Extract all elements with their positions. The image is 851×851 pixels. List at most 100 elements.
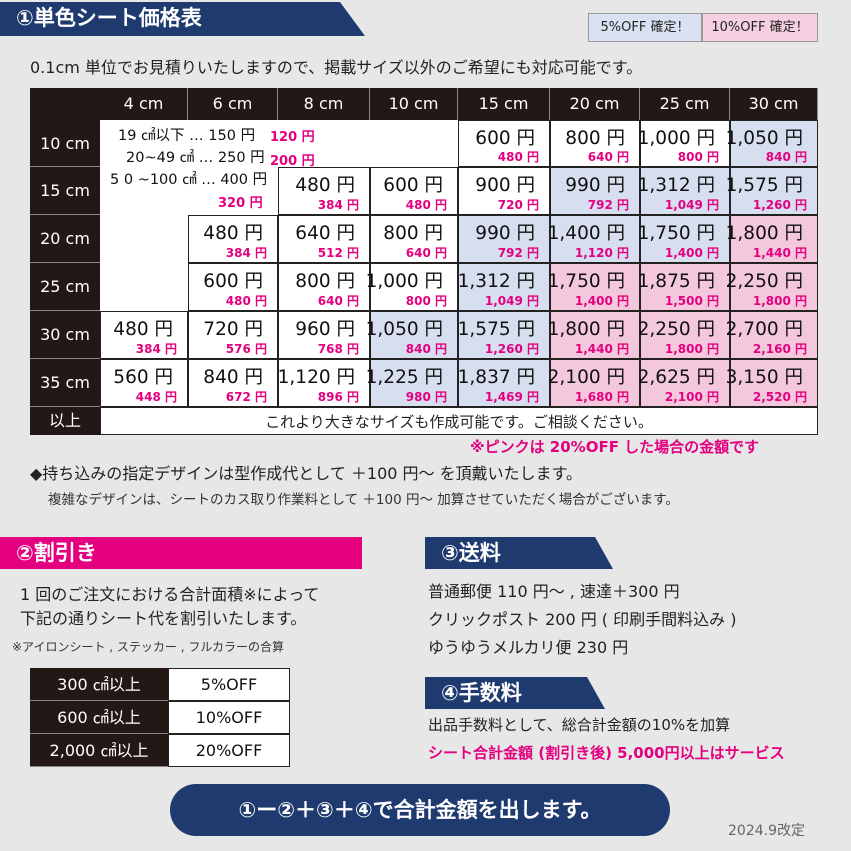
- discount-area: 300 ㎠以上: [30, 668, 168, 701]
- price-cell: 1,837 円 1,469 円: [458, 359, 550, 407]
- price: 960 円: [295, 319, 355, 340]
- price: 1,225 円: [365, 367, 443, 388]
- price-cell: 1,312 円 1,049 円: [458, 263, 550, 311]
- price-cell: 3,150 円 2,520 円: [726, 359, 818, 407]
- price-cell: 1,750 円 1,400 円: [637, 215, 730, 263]
- price-cell: 2,625 円 2,100 円: [637, 359, 730, 407]
- discount-price: 2,160 円: [752, 342, 807, 356]
- price-cell: 720 円 576 円: [188, 311, 278, 359]
- price-cell: 1,875 円 1,500 円: [637, 263, 730, 311]
- price: 720 円: [203, 319, 263, 340]
- price: 1,750 円: [637, 223, 715, 244]
- price: 1,837 円: [457, 367, 535, 388]
- price: 600 円: [475, 128, 535, 149]
- discount-price: 640 円: [587, 150, 629, 164]
- price-cell: 1,000 円 800 円: [637, 120, 730, 167]
- price-cell: 640 円 512 円: [278, 215, 370, 263]
- price-cell: 800 円 640 円: [550, 120, 640, 167]
- section-title: ①単色シート価格表: [0, 2, 365, 36]
- price: 2,250 円: [725, 271, 803, 292]
- price: 480 円: [295, 175, 355, 196]
- corner: [30, 88, 100, 120]
- discount-line: 1 回のご注文における合計面積※によって: [20, 585, 320, 604]
- discount-area: 600 ㎠以上: [30, 701, 168, 734]
- discount-price: 576 円: [225, 342, 267, 356]
- price-cell: 1,800 円 1,440 円: [726, 215, 818, 263]
- revision: 2024.9改定: [728, 823, 805, 839]
- discount-area: 2,000 ㎠以上: [30, 734, 168, 767]
- shipping-line: クリックポスト 200 円 ( 印刷手間料込み ): [428, 610, 737, 629]
- column-header: 4 cm: [100, 88, 188, 120]
- price: 600 円: [203, 271, 263, 292]
- price: 1,312 円: [457, 271, 535, 292]
- price: 600 円: [383, 175, 443, 196]
- small-size: 19 ㎠以下 … 150 円: [118, 128, 256, 144]
- price: 1,750 円: [547, 271, 625, 292]
- row-header: 10 cm: [30, 120, 100, 167]
- discount-price: 1,260 円: [752, 198, 807, 212]
- price: 1,050 円: [725, 128, 803, 149]
- price: 3,150 円: [725, 367, 803, 388]
- price: 1,875 円: [637, 271, 715, 292]
- price: 640 円: [295, 223, 355, 244]
- price-cell: 1,312 円 1,049 円: [638, 167, 730, 215]
- row-header: 25 cm: [30, 263, 100, 311]
- price: 480 円: [113, 319, 173, 340]
- discount-price: 1,469 円: [484, 390, 539, 404]
- discount-price: 1,260 円: [484, 342, 539, 356]
- price-cell: 560 円 448 円: [100, 359, 188, 407]
- price: 1,000 円: [637, 128, 715, 149]
- price: 2,625 円: [637, 367, 715, 388]
- row-header: 以上: [30, 407, 100, 435]
- price-cell: 1,575 円 1,260 円: [458, 311, 550, 359]
- price-cell: 600 円 480 円: [370, 167, 458, 215]
- discount-price: 384 円: [135, 342, 177, 356]
- shipping-line: ゆうゆうメルカリ便 230 円: [428, 638, 629, 657]
- discount-price: 1,800 円: [752, 294, 807, 308]
- column-header: 15 cm: [458, 88, 550, 120]
- discount-price: 800 円: [677, 150, 719, 164]
- intro: 0.1cm 単位でお見積りいたしますので、掲載サイズ以外のご希望にも対応可能です…: [30, 58, 643, 77]
- price-cell: 800 円 640 円: [278, 263, 370, 311]
- price-cell: 840 円 672 円: [188, 359, 278, 407]
- price-cell: 800 円 640 円: [370, 215, 458, 263]
- price-cell: 1,225 円 980 円: [366, 359, 458, 407]
- discount-price: 1,440 円: [574, 342, 629, 356]
- discount-price: 480 円: [225, 294, 267, 308]
- price: 560 円: [113, 367, 173, 388]
- section-title: ③送料: [425, 537, 613, 569]
- column-header: 20 cm: [550, 88, 640, 120]
- price: 900 円: [475, 175, 535, 196]
- discount-price: 768 円: [317, 342, 359, 356]
- price-cell: 2,250 円 1,800 円: [637, 311, 730, 359]
- price: 1,000 円: [365, 271, 443, 292]
- price-cell: 1,000 円 800 円: [366, 263, 458, 311]
- column-header: 30 cm: [730, 88, 818, 120]
- price-cell: 990 円 792 円: [550, 167, 640, 215]
- price: 2,100 円: [547, 367, 625, 388]
- price: 840 円: [203, 367, 263, 388]
- small-size: 20~49 ㎠ … 250 円: [126, 150, 265, 166]
- fee-line: 出品手数料として、総合計金額の10%を加算: [428, 716, 731, 734]
- discount-price: 1,049 円: [664, 198, 719, 212]
- discount-price: 2,520 円: [752, 390, 807, 404]
- column-header: 10 cm: [370, 88, 458, 120]
- price-cell: 1,050 円 840 円: [366, 311, 458, 359]
- discount-price: 980 円: [405, 390, 447, 404]
- discount-line: 下記の通りシート代を割引いたします。: [20, 609, 307, 628]
- price-cell: 1,575 円 1,260 円: [726, 167, 818, 215]
- price: 1,575 円: [457, 319, 535, 340]
- price: 2,250 円: [637, 319, 715, 340]
- row-header: 30 cm: [30, 311, 100, 359]
- section-title: ②割引き: [0, 537, 362, 569]
- price-cell: 600 円 480 円: [188, 263, 278, 311]
- price: 1,120 円: [277, 367, 355, 388]
- last-row-text: これより大きなサイズも作成可能です。ご相談ください。: [100, 407, 818, 435]
- column-header: 8 cm: [278, 88, 370, 120]
- discount-price: 480 円: [497, 150, 539, 164]
- row-header: 15 cm: [30, 167, 100, 215]
- discount-price: 800 円: [405, 294, 447, 308]
- small-size: 5 0 ~100 ㎠ … 400 円: [110, 172, 268, 188]
- small-size-discount: 120 円: [270, 130, 315, 145]
